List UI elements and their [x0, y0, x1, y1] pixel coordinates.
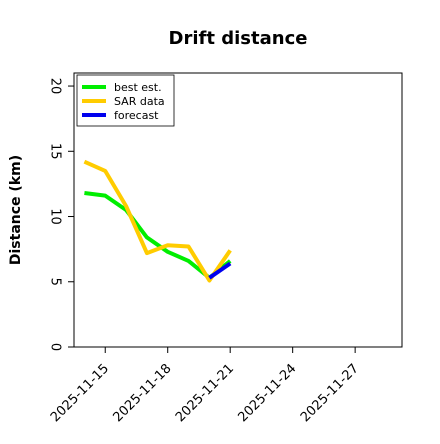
x-tick-label: 2025-11-21	[173, 361, 237, 425]
series-layer	[83, 159, 232, 283]
x-tick-label: 2025-11-18	[111, 361, 175, 425]
legend-label: SAR data	[114, 95, 165, 108]
axes: 051015202025-11-152025-11-182025-11-2120…	[48, 78, 362, 425]
y-tick-label: 10	[48, 208, 63, 225]
legend-label: best est.	[114, 81, 162, 94]
y-tick-label: 20	[48, 78, 63, 95]
x-tick-label: 2025-11-24	[235, 361, 299, 425]
y-tick-label: 15	[48, 143, 63, 160]
y-tick-label: 0	[48, 343, 63, 351]
x-tick-label: 2025-11-15	[48, 361, 112, 425]
y-axis-label: Distance (km)	[8, 155, 24, 265]
chart-title: Drift distance	[169, 28, 308, 49]
series-line-forecast	[208, 261, 232, 280]
x-tick-label: 2025-11-27	[298, 361, 362, 425]
plot-frame	[73, 72, 403, 348]
y-tick-label: 5	[48, 278, 63, 286]
legend-label: forecast	[114, 109, 159, 122]
series-line-best-est-	[84, 191, 232, 280]
series-line-sar-data	[83, 159, 232, 283]
